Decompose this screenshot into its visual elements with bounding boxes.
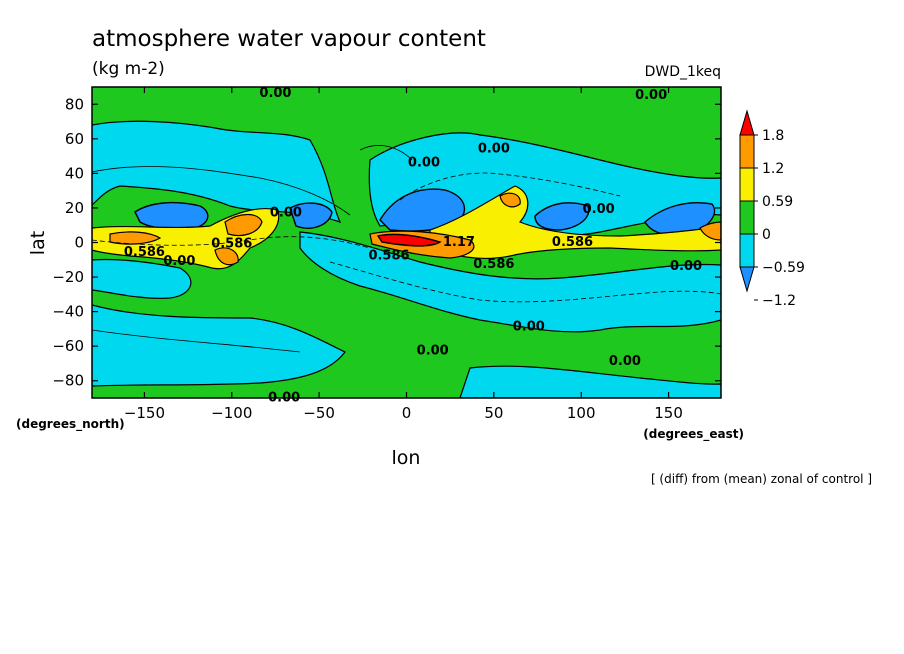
x-tick-label: 50	[484, 404, 503, 422]
contour-label: 0.586	[211, 237, 252, 252]
plot-area: 0.00 0.000.000.000.000.000.5860.5860.000.…	[91, 86, 722, 405]
contour-label: 0.00	[583, 202, 615, 217]
footnote: [ (diff) from (mean) zonal of control ]	[651, 472, 872, 486]
colorbar-label: −0.59	[762, 260, 805, 276]
field-high-positive-region	[109, 231, 162, 245]
y-tick-label: 0	[74, 234, 84, 252]
chart-subtitle: (kg m-2)	[92, 59, 165, 79]
field-negative-region	[459, 365, 721, 398]
colorbar-under-arrow	[739, 266, 755, 293]
contour-label: 0.00	[478, 141, 510, 156]
contour-label: 0.586	[473, 257, 514, 272]
contour-label: 0.00	[609, 354, 641, 369]
x-axis-title: lon	[392, 447, 421, 469]
y-tick-label: 80	[65, 95, 84, 113]
y-axis-units: (degrees_north)	[16, 417, 125, 432]
x-tick-label: 0	[402, 404, 412, 422]
colorbar-swatch	[739, 167, 755, 202]
contour-labels: 0.00 0.000.000.000.000.000.5860.5860.000.…	[124, 86, 702, 405]
colorbar-label: 0	[762, 227, 771, 243]
contour-label: 0.00	[259, 86, 291, 101]
field-maximum-region	[376, 233, 442, 247]
colorbar-swatch	[739, 134, 755, 169]
field-strong-negative-region	[289, 202, 333, 229]
y-tick-label: 60	[65, 130, 84, 148]
contour-label: 0.00	[513, 319, 545, 334]
colorbar-label: 1.8	[762, 128, 784, 144]
contour-label: 0.00	[163, 254, 195, 269]
x-tick-label: −50	[303, 404, 335, 422]
field-high-positive-region	[224, 213, 263, 237]
field-high-positive-region	[499, 192, 521, 208]
y-tick-label: −20	[52, 268, 84, 286]
contour-line	[359, 145, 413, 161]
field-negative-region	[92, 304, 346, 387]
colorbar-label: 1.2	[762, 161, 784, 177]
contour-line	[329, 261, 721, 303]
field-strong-negative-region	[534, 202, 590, 231]
chart-title: atmosphere water vapour content	[92, 26, 486, 52]
field-negative-region	[92, 258, 192, 299]
contour-label: 1.17	[443, 235, 475, 250]
contour-label: 0.00	[635, 88, 667, 103]
x-tick-label: 150	[654, 404, 683, 422]
contour-label: 0.00	[417, 344, 449, 359]
y-tick-label: 40	[65, 164, 84, 182]
colorbar-swatch	[739, 233, 755, 268]
model-label: DWD_1keq	[645, 64, 721, 80]
field-layers	[92, 120, 721, 398]
contour-label: 0.586	[552, 235, 593, 250]
x-axis-units: (degrees_east)	[643, 427, 744, 442]
field-high-positive-region	[214, 247, 239, 266]
contour-line	[92, 329, 301, 353]
colorbar-label: 0.59	[762, 194, 793, 210]
x-tick-label: −150	[124, 404, 165, 422]
y-tick-label: −80	[52, 372, 84, 390]
contour-label: 0.00	[408, 155, 440, 170]
colorbar-label: −1.2	[762, 293, 796, 309]
colorbar-swatch	[739, 200, 755, 235]
y-tick-label: 20	[65, 199, 84, 217]
x-tick-label: −100	[211, 404, 252, 422]
field-high-positive-region	[699, 221, 721, 241]
contour-label: 0.00	[670, 259, 702, 274]
colorbar-over-arrow	[739, 109, 755, 136]
contour-line	[399, 172, 621, 201]
field-positive-region	[429, 185, 721, 259]
field-negative-region	[299, 231, 721, 333]
contour-label: 0.586	[124, 245, 165, 260]
axes: −150 −100 −50 0 50 100 150 −80 −60 −40 −20 0 20 40 60 8…	[52, 87, 721, 422]
contour-line	[92, 166, 351, 216]
y-axis-title: lat	[27, 231, 49, 255]
y-tick-label: −40	[52, 303, 84, 321]
contour-label: 0.586	[368, 249, 409, 264]
y-tick-label: −60	[52, 337, 84, 355]
colorbar: 1.8 1.2 0.59 0 −0.59 −1.2	[739, 109, 805, 309]
contour-label: 0.00	[270, 205, 302, 220]
x-tick-label: 100	[567, 404, 596, 422]
